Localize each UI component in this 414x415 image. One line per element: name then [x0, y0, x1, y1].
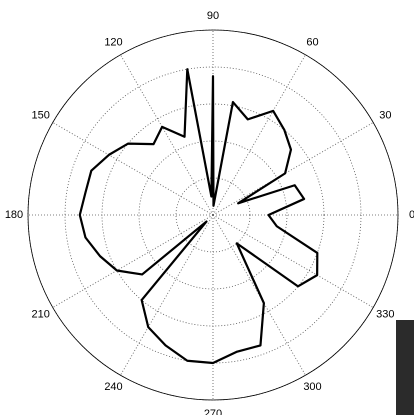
angle-tick-label: 210	[31, 308, 49, 320]
angle-tick-label: 0	[409, 209, 414, 221]
grid-spoke	[121, 215, 214, 375]
grid-spoke	[213, 123, 373, 216]
page: 0306090120150180210240270300330 (() => {…	[0, 0, 414, 415]
grid-spoke	[213, 215, 373, 308]
angle-tick-label: 90	[207, 10, 219, 22]
angle-tick-label: 330	[376, 308, 394, 320]
chart: 0 30 60 90 120 150 180 210 240 270 300 330	[0, 0, 414, 415]
angle-tick-label: 270	[204, 408, 222, 415]
grid-spoke	[53, 123, 213, 216]
data-line	[80, 69, 318, 363]
angle-tick-label: 300	[303, 381, 321, 393]
angle-tick-label: 240	[104, 381, 122, 393]
angle-tick-label: 30	[379, 109, 391, 121]
angle-tick-label: 180	[5, 209, 23, 221]
angle-tick-label: 120	[104, 37, 122, 49]
grid-spoke	[53, 215, 213, 308]
image-fragment	[396, 320, 414, 415]
angle-tick-label: 60	[306, 37, 318, 49]
angle-tick-label: 150	[31, 109, 49, 121]
